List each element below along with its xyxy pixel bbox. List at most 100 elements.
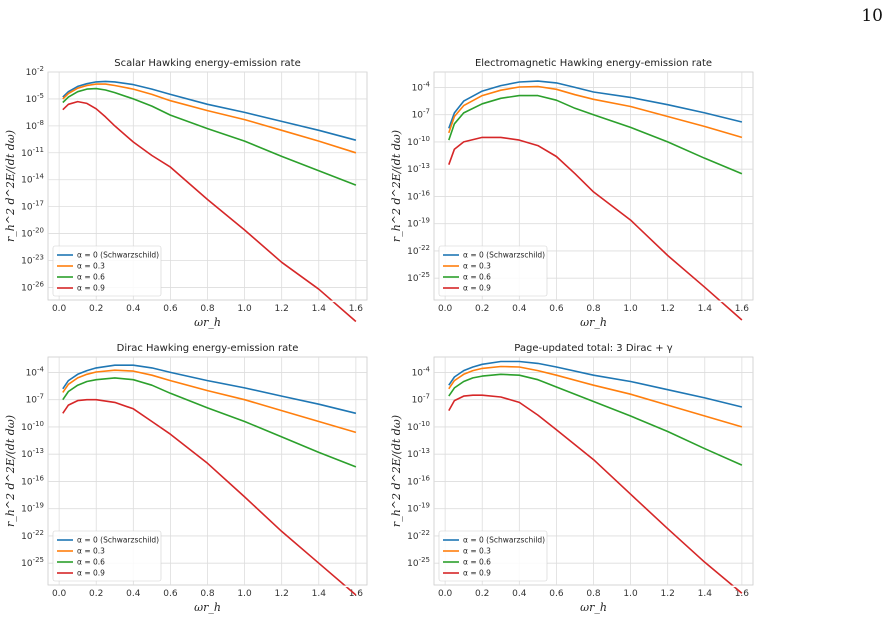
series-line-1 — [448, 365, 743, 428]
y-tick-label: 10-19 — [21, 502, 44, 515]
x-tick-label: 0.8 — [586, 589, 601, 599]
legend-entry: α = 0 (Schwarzschild) — [77, 536, 159, 545]
x-axis-label: ωr_h — [580, 601, 607, 614]
x-tick-label: 1.0 — [623, 589, 638, 599]
x-tick-label: 0.8 — [200, 304, 215, 314]
x-tick-label: 0.2 — [89, 589, 103, 599]
legend-entry: α = 0.6 — [77, 558, 105, 567]
y-tick-label: 10-23 — [21, 254, 44, 267]
x-axis-label: ωr_h — [580, 316, 607, 329]
legend-entry: α = 0.9 — [463, 284, 491, 293]
y-tick-label: 10-22 — [21, 529, 44, 542]
legend-entry: α = 0.6 — [463, 558, 491, 567]
series-line-2 — [62, 377, 357, 468]
y-tick-label: 10-25 — [407, 556, 430, 569]
chart-electromagnetic: 0.0 0.2 0.4 0.6 0.8 1.0 1.2 1.4 1.6 10-25 10-22 10-… — [390, 58, 754, 329]
x-tick-label: 0.6 — [549, 304, 564, 314]
x-tick-label: 1.4 — [312, 589, 327, 599]
chart-title: Electromagnetic Hawking energy-emission … — [475, 58, 712, 69]
x-tick-label: 0.0 — [52, 304, 67, 314]
x-tick-label: 1.2 — [275, 304, 289, 314]
x-tick-label: 1.2 — [661, 304, 675, 314]
series-line-3 — [62, 100, 357, 323]
y-tick-label: 10-19 — [407, 217, 430, 230]
y-tick-label: 10-25 — [407, 271, 430, 284]
y-tick-label: 10-11 — [21, 146, 44, 159]
series-line-0 — [448, 80, 743, 129]
series-line-2 — [448, 94, 743, 175]
y-tick-label: 10-16 — [407, 189, 430, 202]
y-axis-label: r_h^2 d^2E/(dt dω) — [4, 415, 17, 527]
plot-bottom-mask — [47, 585, 368, 588]
x-tick-label: 0.6 — [163, 589, 178, 599]
legend-entry: α = 0.3 — [77, 262, 105, 271]
y-axis-label: r_h^2 d^2E/(dt dω) — [390, 130, 403, 242]
chart-title: Page-updated total: 3 Dirac + γ — [514, 343, 672, 354]
x-axis-label: ωr_h — [194, 601, 221, 614]
plot-bottom-mask — [433, 585, 754, 588]
y-tick-label: 10-10 — [407, 135, 430, 148]
legend — [52, 245, 162, 297]
x-tick-label: 1.0 — [623, 304, 638, 314]
x-tick-label: 1.4 — [698, 304, 713, 314]
x-tick-label: 1.2 — [661, 589, 675, 599]
y-tick-label: 10-26 — [21, 280, 44, 293]
legend-entry: α = 0.9 — [77, 569, 105, 578]
x-tick-label: 0.0 — [52, 589, 67, 599]
x-tick-label: 1.0 — [237, 589, 252, 599]
y-tick-label: 10-25 — [21, 556, 44, 569]
chart-title: Dirac Hawking energy-emission rate — [117, 343, 299, 354]
plot-bottom-mask — [433, 300, 754, 303]
y-tick-label: 10-4 — [412, 365, 431, 378]
x-tick-label: 0.2 — [475, 304, 489, 314]
legend-entry: α = 0.9 — [77, 284, 105, 293]
x-tick-label: 1.6 — [735, 304, 750, 314]
legend — [52, 530, 162, 582]
x-tick-label: 0.4 — [512, 304, 527, 314]
x-tick-label: 0.4 — [126, 589, 141, 599]
plot-bottom-mask — [47, 300, 368, 303]
series-line-1 — [62, 369, 357, 434]
series-line-0 — [62, 80, 357, 141]
y-axis-label: r_h^2 d^2E/(dt dω) — [390, 415, 403, 527]
y-tick-label: 10-10 — [21, 420, 44, 433]
series-line-0 — [62, 364, 357, 415]
x-tick-label: 0.0 — [438, 589, 453, 599]
x-tick-label: 1.6 — [349, 589, 364, 599]
legend-entry: α = 0.9 — [463, 569, 491, 578]
series-line-1 — [62, 83, 357, 154]
legend-entry: α = 0.6 — [77, 273, 105, 282]
y-tick-label: 10-7 — [412, 108, 430, 121]
y-tick-label: 10-5 — [26, 92, 44, 105]
x-tick-label: 0.4 — [126, 304, 141, 314]
x-tick-label: 0.2 — [475, 589, 489, 599]
x-tick-label: 1.4 — [698, 589, 713, 599]
series-line-2 — [448, 373, 743, 466]
y-tick-label: 10-2 — [26, 65, 44, 78]
legend-entry: α = 0.6 — [463, 273, 491, 282]
y-tick-label: 10-13 — [21, 447, 44, 460]
y-tick-label: 10-22 — [407, 529, 430, 542]
x-tick-label: 0.2 — [89, 304, 103, 314]
y-tick-label: 10-13 — [407, 447, 430, 460]
x-axis-label: ωr_h — [194, 316, 221, 329]
legend-entry: α = 0.3 — [463, 262, 491, 271]
x-tick-label: 0.4 — [512, 589, 527, 599]
y-tick-label: 10-14 — [21, 173, 44, 186]
legend-entry: α = 0 (Schwarzschild) — [463, 536, 545, 545]
series-line-3 — [448, 136, 743, 321]
y-tick-label: 10-4 — [26, 365, 45, 378]
x-tick-label: 1.6 — [349, 304, 364, 314]
series-line-0 — [448, 360, 743, 408]
series-line-1 — [448, 85, 743, 139]
chart-dirac: 0.0 0.2 0.4 0.6 0.8 1.0 1.2 1.4 1.6 10-25 10-22 10-… — [4, 343, 368, 614]
x-tick-label: 1.0 — [237, 304, 252, 314]
y-tick-label: 10-8 — [26, 119, 44, 132]
y-tick-label: 10-16 — [21, 474, 44, 487]
legend-entry: α = 0 (Schwarzschild) — [77, 251, 159, 260]
x-tick-label: 0.8 — [200, 589, 215, 599]
y-tick-label: 10-7 — [26, 393, 44, 406]
x-tick-label: 0.0 — [438, 304, 453, 314]
x-tick-label: 1.6 — [735, 589, 750, 599]
